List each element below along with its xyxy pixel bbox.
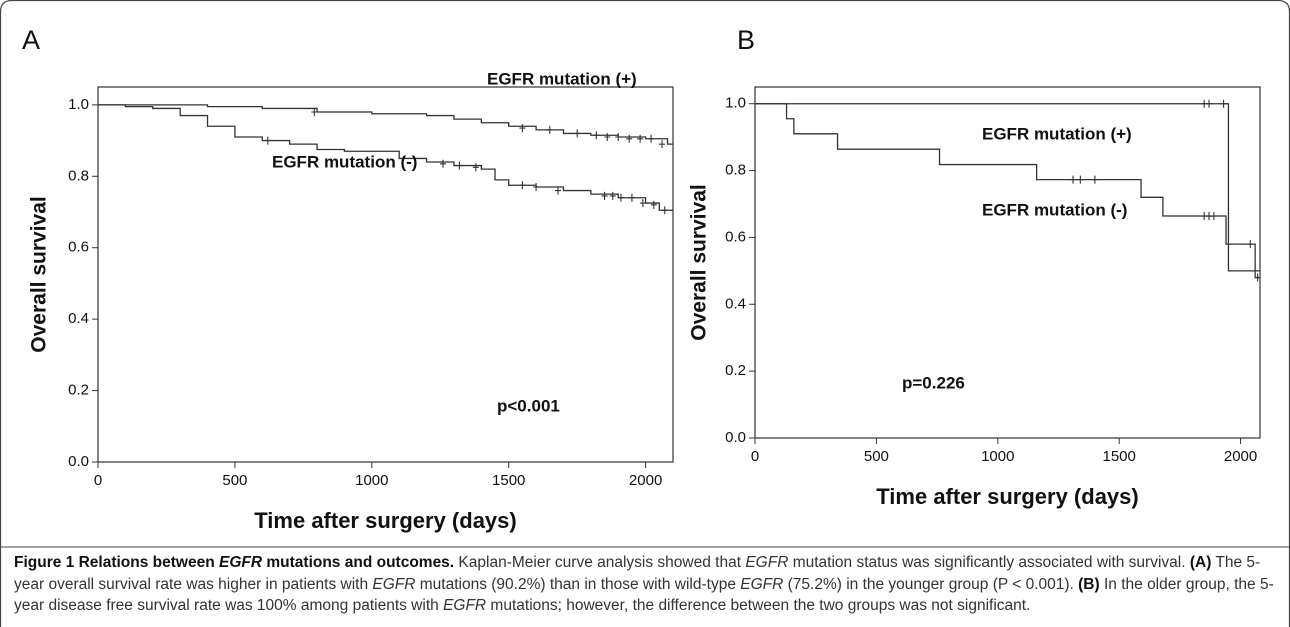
censor-mark — [1210, 212, 1217, 221]
caption-text: EGFR — [372, 575, 416, 593]
x-tick-label: 1000 — [981, 448, 1014, 465]
y-tick-label: 0.4 — [68, 310, 89, 327]
censor-mark — [1254, 273, 1261, 282]
censor-mark — [519, 124, 526, 133]
censor-mark — [456, 161, 463, 170]
x-tick-label: 500 — [222, 472, 247, 489]
y-axis-title: Overall survival — [688, 184, 711, 340]
censor-mark — [659, 140, 666, 149]
caption-text: EGFR — [740, 575, 784, 593]
y-tick-label: 0.6 — [725, 228, 746, 245]
panel-label: A — [22, 25, 40, 55]
censor-mark — [1247, 240, 1254, 249]
y-tick-label: 1.0 — [725, 95, 746, 112]
plot-frame — [754, 86, 1261, 439]
plot-frame — [97, 86, 674, 463]
y-axis-title: Overall survival — [28, 196, 51, 352]
censor-mark — [609, 191, 616, 200]
y-tick-label: 0.8 — [68, 167, 89, 184]
censor-mark — [555, 186, 561, 195]
annotation: p=0.226 — [902, 373, 965, 392]
caption-text: mutations and outcomes. — [262, 554, 455, 571]
censor-mark — [1220, 99, 1227, 108]
x-tick-label: 1000 — [355, 472, 388, 489]
x-tick-label: 2000 — [629, 472, 662, 489]
censor-mark — [574, 129, 581, 138]
censor-mark — [593, 131, 600, 140]
x-tick-label: 2000 — [1224, 448, 1257, 465]
censor-mark — [637, 134, 644, 143]
caption-text: (75.2%) in the younger group (P < 0.001)… — [783, 575, 1079, 593]
censor-mark — [628, 193, 635, 202]
censor-mark — [661, 206, 668, 215]
series-label: EGFR mutation (-) — [272, 152, 417, 171]
y-tick-label: 0.2 — [68, 382, 89, 399]
censor-mark — [440, 159, 446, 168]
x-tick-label: 500 — [864, 448, 889, 465]
censor-mark — [546, 125, 553, 134]
censor-mark — [617, 193, 624, 202]
survival-curve — [98, 104, 673, 145]
censor-mark — [648, 134, 655, 143]
caption-text: EGFR — [219, 554, 263, 571]
caption-text: mutations; however, the difference betwe… — [486, 597, 1031, 614]
x-axis-title: Time after surgery (days) — [254, 508, 516, 533]
caption-text: The 5-year overall survival rate was hig… — [14, 554, 1261, 593]
caption-text: (A) — [1189, 554, 1212, 571]
y-tick-label: 0.0 — [725, 429, 746, 446]
panel-label: B — [737, 25, 755, 55]
series-label: EGFR mutation (-) — [982, 200, 1127, 219]
y-tick-label: 0.6 — [68, 239, 89, 256]
caption-text: In the older group, the 5-year disease f… — [14, 575, 1274, 615]
censor-mark — [626, 134, 633, 143]
x-tick-label: 0 — [751, 448, 759, 465]
y-tick-label: 0.2 — [725, 362, 746, 379]
caption-text: (B) — [1078, 575, 1100, 593]
censor-mark — [1070, 175, 1077, 184]
censor-mark — [1091, 175, 1098, 184]
annotation: p<0.001 — [497, 396, 560, 415]
x-tick-label: 1500 — [1102, 448, 1135, 465]
x-tick-label: 1500 — [492, 472, 525, 489]
x-tick-label: 0 — [94, 472, 102, 489]
censor-mark — [533, 183, 540, 191]
caption-text: EGFR — [443, 597, 487, 614]
censor-mark — [264, 136, 271, 145]
series-label: EGFR mutation (+) — [487, 69, 637, 88]
x-axis-title: Time after surgery (days) — [876, 484, 1138, 509]
survival-curve — [98, 104, 673, 211]
survival-curve — [755, 103, 1260, 279]
censor-mark — [639, 199, 646, 208]
y-tick-label: 0.8 — [725, 162, 746, 179]
caption-text: Figure 1 Relations between — [14, 554, 219, 571]
caption-text: EGFR — [745, 554, 789, 571]
censor-mark — [601, 191, 608, 200]
censor-mark — [1206, 99, 1213, 108]
survival-curve — [755, 103, 1260, 272]
censor-mark — [615, 133, 622, 141]
y-tick-label: 0.4 — [725, 295, 746, 312]
y-tick-label: 1.0 — [68, 96, 89, 113]
censor-mark — [650, 200, 657, 209]
censor-mark — [311, 108, 318, 116]
caption-text: mutation status was significantly associ… — [788, 554, 1190, 571]
caption: Figure 1 Relations between EGFR mutation… — [14, 552, 1276, 617]
censor-mark — [604, 133, 611, 141]
censor-mark — [472, 163, 479, 172]
censor-mark — [1077, 175, 1084, 184]
caption-text: mutations (90.2%) than in those with wil… — [415, 575, 741, 593]
series-label: EGFR mutation (+) — [982, 124, 1132, 143]
censor-mark — [519, 181, 526, 190]
caption-text: Kaplan-Meier curve analysis showed that — [454, 554, 746, 571]
y-tick-label: 0.0 — [68, 453, 89, 470]
